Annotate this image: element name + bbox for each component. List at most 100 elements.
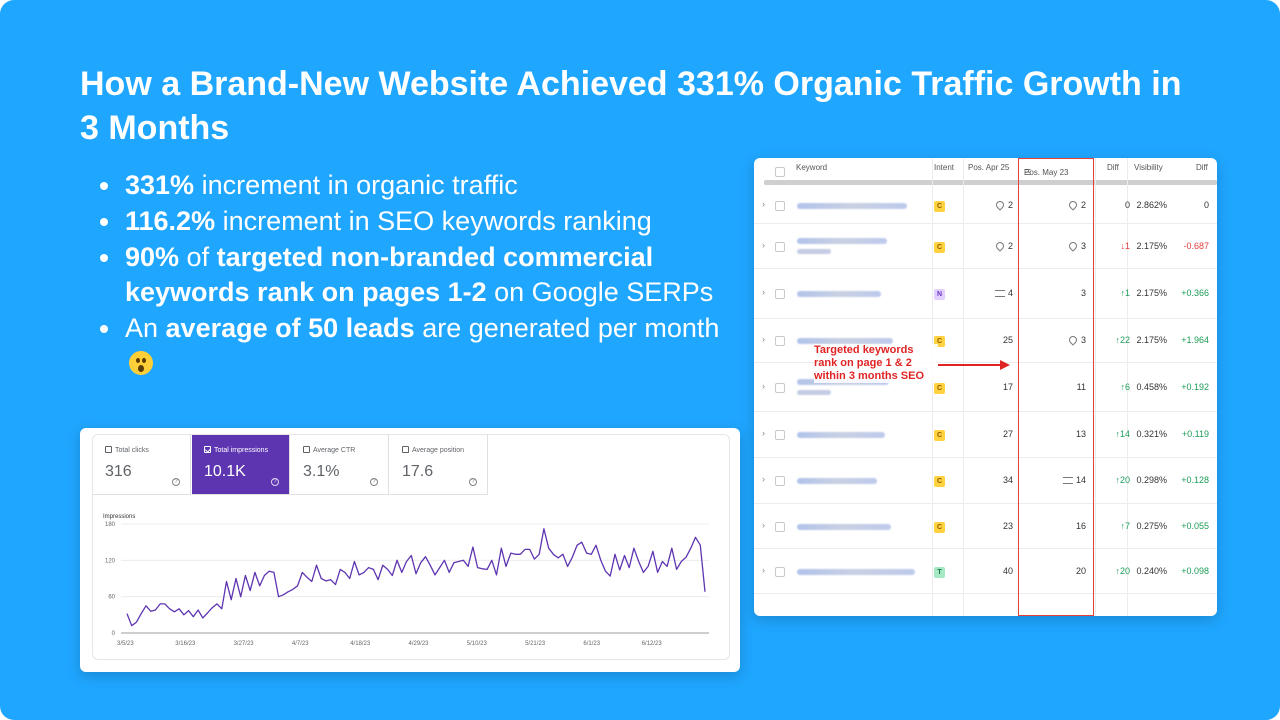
x-tick-label: 4/29/23 [409,641,430,647]
position-diff: ↑7 [1120,520,1130,531]
visibility-value: 0.275% [1136,520,1167,531]
position-may: 2 [1067,198,1086,211]
x-tick-label: 6/12/23 [642,641,663,647]
keyword-blurred[interactable] [797,291,881,297]
chevron-right-icon[interactable]: › [762,334,765,344]
row-checkbox[interactable] [775,336,785,346]
metric-value: 316 [105,463,132,480]
checkbox-icon[interactable] [105,446,112,453]
metric-card-average-position[interactable]: Average position 17.6? [390,435,488,495]
keyword-blurred[interactable] [797,248,831,254]
chart-y-label: Impressions [103,514,136,520]
table-row[interactable]: › C 2 3 ↓1 2.175% -0.687 [754,224,1217,269]
col-intent[interactable]: Intent [934,163,955,172]
y-tick-label: 0 [112,631,116,637]
col-keyword[interactable]: Keyword [796,163,828,172]
metric-card-average-ctr[interactable]: Average CTR 3.1%? [291,435,389,495]
chevron-right-icon[interactable]: › [762,198,765,209]
position-may: 3 [1080,288,1086,298]
col-visibility[interactable]: Visibility [1134,163,1163,172]
position-may: 16 [1075,520,1086,531]
row-checkbox[interactable] [775,476,785,486]
chevron-right-icon[interactable]: › [762,474,765,484]
position-may: 20 [1075,565,1086,576]
keyword-blurred[interactable] [797,338,893,344]
chevron-right-icon[interactable]: › [762,428,765,438]
help-icon[interactable]: ? [469,478,477,486]
position-apr: 34 [1002,475,1013,485]
position-diff: ↑20 [1115,565,1130,576]
position-apr: 23 [1002,520,1013,531]
table-row[interactable]: › C 27 13 ↑14 0.321% +0.119 [754,412,1217,458]
row-checkbox[interactable] [775,289,785,299]
bullet-strong: 90% [125,242,180,272]
chevron-right-icon[interactable]: › [762,287,765,297]
bullet-strong: 331% [125,170,195,200]
performance-panel: Total clicks 316? Total impressions 10.1K? A… [92,434,730,660]
help-icon[interactable]: ? [370,478,378,486]
keyword-blurred[interactable] [797,202,907,209]
keyword-blurred[interactable] [797,237,887,244]
list-item: 90% of targeted non-branded commercial k… [98,240,738,310]
position-may: 13 [1075,429,1086,439]
sort-icon: ☰ [1024,168,1031,177]
position-apr: 25 [1002,335,1013,345]
chevron-right-icon[interactable]: › [762,519,765,530]
col-pos-may-label: Pos. May 23 [1024,168,1069,177]
keyword-blurred[interactable] [797,523,891,530]
visibility-diff: +0.366 [1181,288,1209,298]
impressions-chart: 0 60 120 180 3/5/23 3/16/23 3/27/23 4/7/23 4/18/… [105,522,709,647]
position-may: 14 [1062,475,1086,485]
search-console-card: Total clicks 316? Total impressions 10.1K? A… [80,428,740,672]
row-checkbox[interactable] [775,241,785,252]
keyword-blurred[interactable] [797,389,831,395]
chevron-right-icon[interactable]: › [762,380,765,391]
bullet-text: are generated per month [414,313,720,343]
help-icon[interactable]: ? [172,478,180,486]
chevron-right-icon[interactable]: › [762,239,765,250]
table-row[interactable]: › C 25 3 ↑22 2.175% +1.964 [754,319,1217,363]
row-checkbox[interactable] [775,430,785,440]
list-item: An average of 50 leads are generated per… [98,311,738,381]
table-row[interactable]: › T 40 20 ↑20 0.240% +0.098 [754,549,1217,594]
table-row[interactable]: › C 23 16 ↑7 0.275% +0.055 [754,504,1217,549]
metric-card-total-impressions[interactable]: Total impressions 10.1K? [192,435,290,495]
row-checkbox[interactable] [775,382,785,393]
table-row[interactable]: › C 34 14 ↑20 0.298% +0.128 [754,458,1217,504]
col-pos-apr[interactable]: Pos. Apr 25 [968,163,1010,172]
intent-badge: T [934,566,945,578]
checkbox-icon[interactable] [303,446,310,453]
bullet-text: increment in organic traffic [194,170,518,200]
intent-badge: C [934,200,945,212]
metric-label: Total clicks [105,446,149,454]
checkbox-icon[interactable] [402,446,409,453]
keyword-blurred[interactable] [797,478,877,484]
keyword-blurred[interactable] [797,568,915,575]
x-tick-label: 3/27/23 [234,641,255,647]
position-diff: ↑1 [1120,288,1130,298]
visibility-value: 0.298% [1136,475,1167,485]
position-may: 3 [1067,239,1086,252]
table-row[interactable]: › C 2 2 0 2.862% 0 [754,187,1217,224]
row-checkbox[interactable] [775,200,785,211]
intent-badge: C [934,476,945,487]
checkbox-icon[interactable] [204,446,211,453]
visibility-value: 2.862% [1136,199,1167,210]
position-diff: ↑22 [1115,335,1130,345]
bullet-strong: average of 50 leads [165,313,415,343]
horizontal-scrollbar[interactable] [764,180,1217,185]
col-diff-visibility[interactable]: Diff [1196,163,1208,172]
position-diff: 0 [1124,199,1130,210]
table-row[interactable]: › N 4 3 ↑1 2.175% +0.366 [754,269,1217,319]
row-checkbox[interactable] [775,521,785,532]
chevron-right-icon[interactable]: › [762,564,765,575]
x-tick-label: 4/7/23 [292,641,309,647]
intent-badge: C [934,382,945,394]
help-icon[interactable]: ? [271,478,279,486]
row-checkbox[interactable] [775,566,785,577]
col-diff[interactable]: Diff [1107,163,1119,172]
metric-card-total-clicks[interactable]: Total clicks 316? [93,435,191,495]
column-divider [932,158,933,616]
keyword-blurred[interactable] [797,432,885,438]
